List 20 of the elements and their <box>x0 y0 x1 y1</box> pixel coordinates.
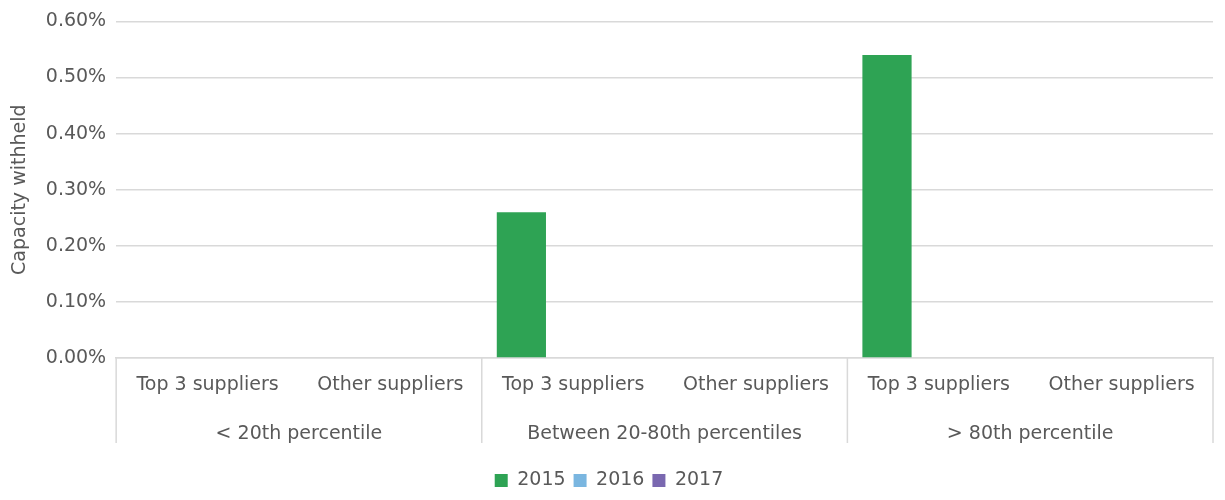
y-tick-label: 0.00% <box>45 344 107 367</box>
x-tick-label: Other suppliers <box>1048 372 1195 395</box>
text: > 80th percentile <box>946 420 1114 443</box>
y-tick-label: 0.50% <box>45 64 107 87</box>
y-tick-label: 0.10% <box>45 288 107 311</box>
y-axis-title: Capacity withheld <box>7 104 30 275</box>
legend-label: 2016 <box>596 467 645 490</box>
text: Between 20-80th percentiles <box>527 420 802 443</box>
x-tick-label: Top 3 suppliers <box>135 372 279 395</box>
legend-label: 2015 <box>517 467 566 490</box>
y-tick-label: 0.30% <box>45 176 107 199</box>
x-tick-label: Other suppliers <box>317 372 464 395</box>
legend-label: 2017 <box>674 467 724 490</box>
x-tick-label: Top 3 suppliers <box>501 372 645 395</box>
y-tick-label: 0.20% <box>45 232 107 255</box>
x-tick-label: Other suppliers <box>682 372 829 395</box>
y-tick-label: 0.40% <box>45 120 107 143</box>
x-tick-label: Top 3 suppliers <box>866 372 1010 395</box>
y-tick-label: 0.60% <box>45 8 107 31</box>
text: < 20th percentile <box>215 420 383 443</box>
